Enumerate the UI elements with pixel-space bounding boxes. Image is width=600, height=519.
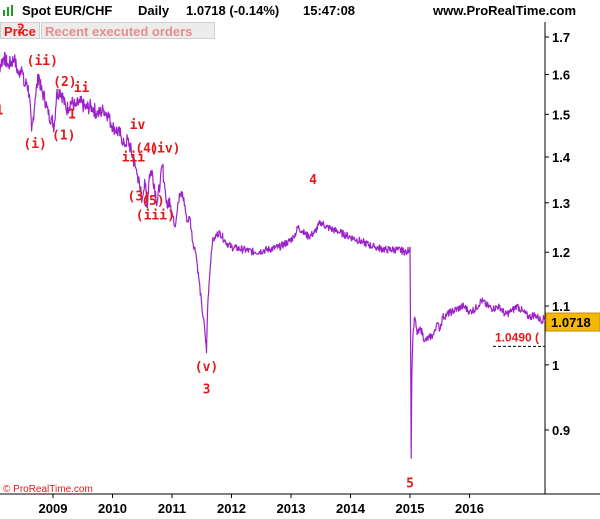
wave-label: 2 (17, 22, 25, 37)
last-price-label: 1.0718 (551, 315, 591, 330)
y-tick-label: 0.9 (552, 423, 570, 438)
price-line: 1.0490 ( (0, 51, 554, 459)
y-tick-label: 1.4 (552, 150, 571, 165)
x-tick-label: 2012 (217, 501, 246, 516)
x-tick-label: 2013 (277, 501, 306, 516)
quote-time: 15:47:08 (303, 3, 356, 18)
tab-recent-executed-orders[interactable]: Recent executed orders (41, 22, 215, 39)
wave-label: ii (74, 81, 90, 96)
y-tick-label: 1 (552, 358, 559, 373)
wave-label: (5) (141, 194, 164, 209)
wave-label: (4) (135, 142, 158, 157)
x-tick-label: 2010 (98, 501, 127, 516)
wave-label: 1 (0, 103, 4, 118)
tab-price[interactable]: Price (0, 22, 40, 39)
wave-label: (iv) (149, 142, 180, 157)
y-tick-label: 1.1 (552, 299, 570, 314)
price-series-line (0, 51, 554, 459)
wave-label: 5 (406, 477, 414, 492)
wave-label: (ii) (27, 54, 58, 69)
wave-label: 3 (203, 382, 211, 397)
wave-label: 4 (309, 173, 317, 188)
x-tick-label: 2015 (396, 501, 425, 516)
wave-labels: 1 2 (ii) (2)ii 1 (1) (i) iv (4)(iv)iii (3)(5)(iii… (0, 22, 414, 491)
wave-label: (i) (23, 137, 46, 152)
wave-label: (iii) (136, 209, 175, 224)
axes-frame (0, 22, 600, 495)
y-tick-label: 1.5 (552, 107, 570, 122)
y-tick-label: 1.3 (552, 196, 570, 211)
chart-window-icon[interactable] (2, 4, 15, 17)
order-price-label: 1.0490 ( (495, 330, 539, 344)
x-tick-label: 2009 (39, 501, 68, 516)
period-label: Daily (138, 3, 170, 18)
y-tick-label: 1.2 (552, 245, 570, 260)
y-tick-label: 1.6 (552, 67, 570, 82)
site-url[interactable]: www.ProRealTime.com (433, 3, 577, 18)
wave-label: (v) (195, 360, 218, 375)
x-tick-label: 2014 (336, 501, 366, 516)
wave-label: (3) (128, 189, 151, 204)
last-price-change: 1.0718 (-0.14%) (186, 3, 280, 18)
chart-header: Spot EUR/CHF Daily 1.0718 (-0.14%) 15:47… (0, 0, 600, 22)
wave-label: iv (130, 118, 146, 133)
x-tick-label: 2011 (158, 501, 186, 516)
axis-labels: 1.7 1.6 1.5 1.4 1.3 1.2 1.1 1 0.9 2009 2010 2011 201… (39, 30, 600, 516)
credit-text: © ProRealTime.com (3, 484, 93, 495)
y-tick-label: 1.7 (552, 30, 570, 45)
wave-label: 1 (68, 107, 76, 122)
wave-label: iii (122, 150, 146, 165)
instrument-name: Spot EUR/CHF (22, 3, 113, 18)
wave-label: (2) (53, 75, 76, 90)
last-price-badge (545, 312, 600, 332)
x-tick-label: 2016 (455, 501, 484, 516)
wave-label: (1) (52, 129, 75, 144)
